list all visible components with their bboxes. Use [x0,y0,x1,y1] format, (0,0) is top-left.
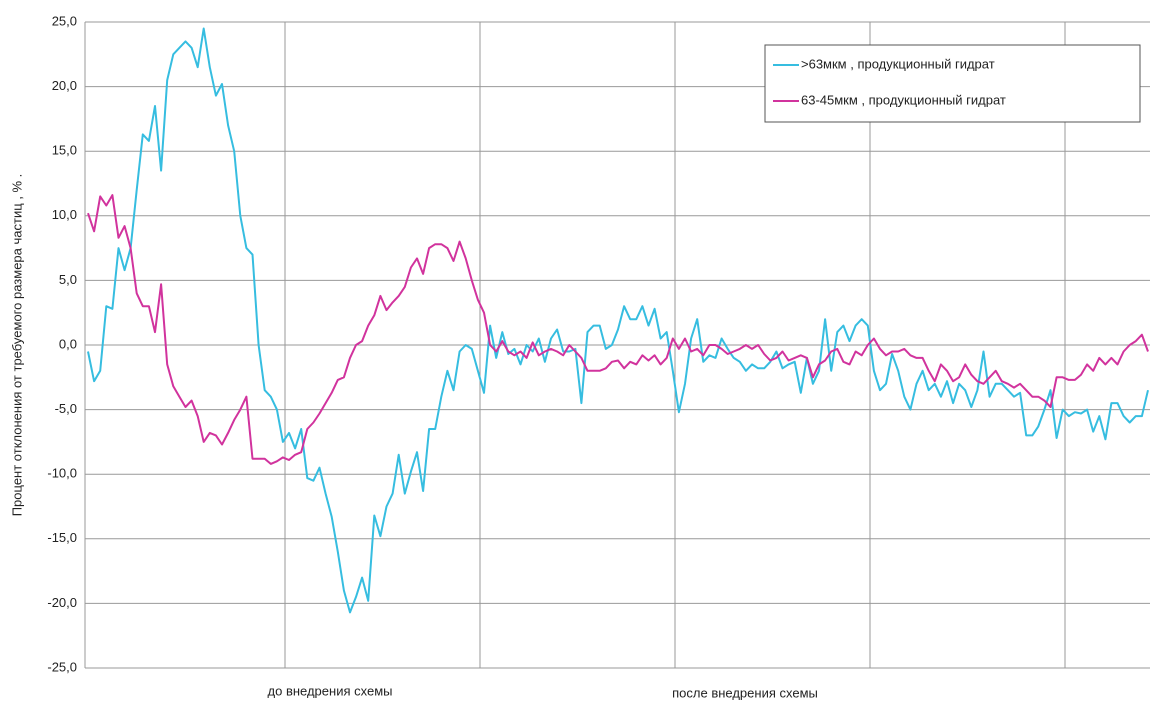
y-tick-label: -10,0 [47,466,77,481]
y-tick-label: -25,0 [47,659,77,674]
y-tick-label: 20,0 [52,78,77,93]
y-tick-label: 15,0 [52,143,77,158]
legend-label: 63-45мкм , продукционный гидрат [801,92,1006,107]
y-tick-label: -20,0 [47,595,77,610]
y-tick-label: -15,0 [47,530,77,545]
series-line [87,27,1149,614]
x-annotation: после внедрения схемы [672,685,818,700]
legend-box [764,44,1141,123]
legend-label: >63мкм , продукционный гидрат [801,56,995,71]
legend: >63мкм , продукционный гидрат 63-45мкм , … [764,44,1141,123]
y-tick-label: 25,0 [52,13,77,28]
y-tick-label: 0,0 [59,336,77,351]
series-line [87,194,1149,465]
y-tick-label: -5,0 [55,401,77,416]
x-annotation: до внедрения схемы [268,683,393,698]
y-axis-label: Процент отклонения от требуемого размера… [9,174,24,517]
y-tick-label: 10,0 [52,207,77,222]
y-tick-label: 5,0 [59,272,77,287]
